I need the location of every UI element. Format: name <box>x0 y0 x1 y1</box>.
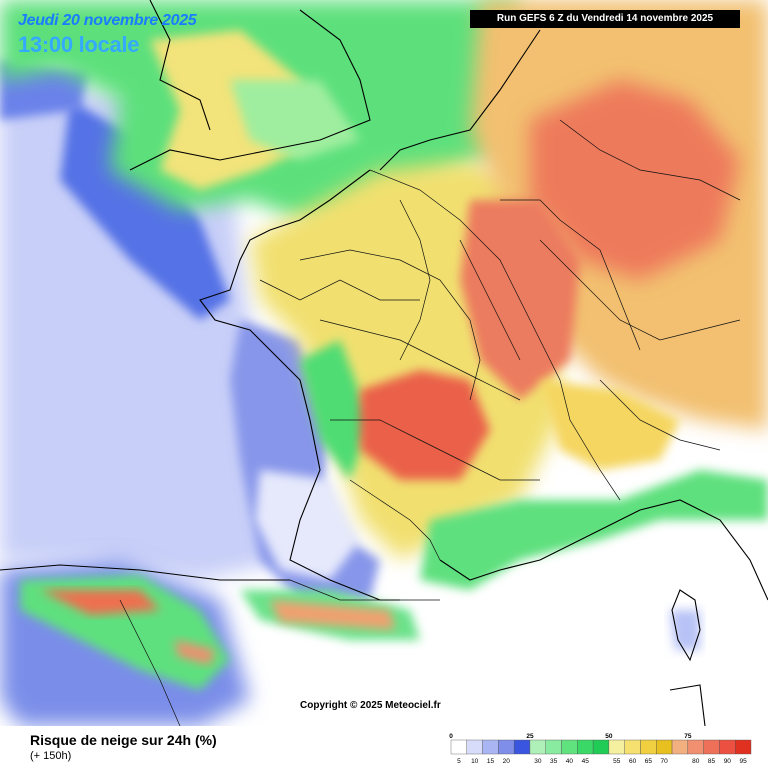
scale-swatch <box>703 739 720 755</box>
scale-swatch <box>735 739 752 755</box>
scale-swatch <box>561 739 578 755</box>
scale-swatch <box>482 739 499 755</box>
scale-swatch <box>687 739 704 755</box>
scale-minor-label: 10 <box>471 758 479 765</box>
scale-minor-label: 90 <box>724 758 732 765</box>
color-scale: 5 10 15 20 30 35 40 45 55 60 65 70 80 85 90 95 0 25 50 75 <box>449 733 752 765</box>
borders <box>119 119 741 726</box>
scale-swatch <box>719 739 736 755</box>
snow-risk-map <box>0 0 768 726</box>
scale-swatch <box>592 739 610 755</box>
scale-minor-label: 5 <box>457 758 461 765</box>
legend-subtitle: (+ 150h) <box>30 750 72 762</box>
probability-field <box>0 0 768 726</box>
copyright: Copyright © 2025 Meteociel.fr <box>300 700 441 711</box>
scale-swatch <box>466 739 483 755</box>
forecast-time: 13:00 locale <box>18 32 140 57</box>
scale-swatch <box>624 739 641 755</box>
scale-minor-label: 70 <box>661 758 669 765</box>
coastlines <box>0 0 768 726</box>
scale-minor-label: 35 <box>550 758 558 765</box>
scale-major-label: 75 <box>684 733 692 740</box>
scale-swatch <box>656 739 673 755</box>
scale-minor-label: 45 <box>582 758 590 765</box>
scale-minor-label: 80 <box>692 758 700 765</box>
scale-minor-label: 55 <box>613 758 621 765</box>
scale-swatch <box>450 739 467 755</box>
scale-minor-label: 15 <box>487 758 495 765</box>
scale-minor-label: 20 <box>503 758 511 765</box>
scale-minor-label: 85 <box>708 758 716 765</box>
scale-swatch <box>671 739 689 755</box>
scale-major-label: 0 <box>449 733 453 740</box>
scale-swatch <box>545 739 562 755</box>
scale-swatch <box>498 739 515 755</box>
scale-swatch <box>529 739 546 755</box>
scale-major-label: 25 <box>526 733 534 740</box>
legend-title: Risque de neige sur 24h (%) <box>30 732 217 748</box>
forecast-date: Jeudi 20 novembre 2025 <box>18 12 197 29</box>
scale-minor-label: 30 <box>534 758 542 765</box>
scale-major-label: 50 <box>605 733 613 740</box>
scale-minor-label: 60 <box>629 758 637 765</box>
run-banner: Run GEFS 6 Z du Vendredi 14 novembre 202… <box>470 10 740 28</box>
scale-minor-label: 95 <box>739 758 747 765</box>
scale-minor-label: 65 <box>645 758 653 765</box>
scale-swatch <box>640 739 657 755</box>
scale-minor-label: 40 <box>566 758 574 765</box>
scale-swatch <box>577 739 594 755</box>
scale-swatch <box>513 739 531 755</box>
scale-swatch <box>608 739 625 755</box>
